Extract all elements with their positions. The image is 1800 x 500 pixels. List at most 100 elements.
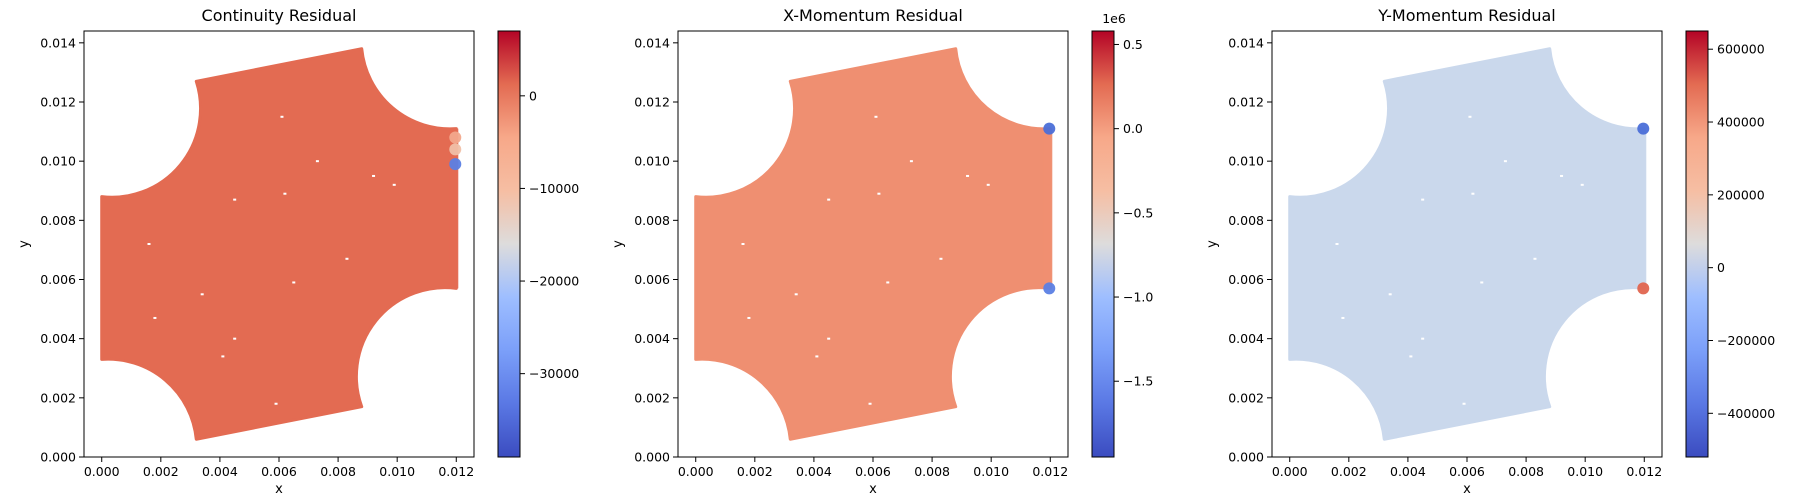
gap-3 [200,293,204,296]
y-tick-label: 0.014 [40,35,76,50]
gap-14 [1533,257,1537,260]
colorbar-frame [1685,30,1709,458]
gap-1 [741,243,745,245]
colorbar-gradient [1686,31,1708,457]
gap-7 [1560,174,1564,177]
x-tick-label: 0.002 [143,464,179,479]
residual-point-1 [1043,122,1056,135]
x-tick-label: 0.012 [1032,464,1068,479]
y-tick-label: 0.004 [40,331,76,346]
y-tick-label: 0.012 [1228,95,1264,110]
plot-area-3 [1288,47,1650,441]
gap-13 [874,115,878,118]
x-tick-label: 0.004 [202,464,238,479]
y-axis-label: y [17,240,32,248]
gap-6 [909,160,913,163]
chart-title: Y-Momentum Residual [1377,6,1555,25]
gap-3 [1388,293,1392,296]
x-tick-label: 0.006 [855,464,891,479]
gap-1 [1335,243,1339,245]
gap-11 [1462,402,1466,405]
x-axis-label: x [869,482,877,497]
residual-point-3 [449,131,462,144]
y-tick-label: 0.008 [634,213,670,228]
gap-10 [1421,337,1425,340]
gap-6 [315,160,319,163]
y-tick-label: 0.014 [1228,35,1264,50]
gap-6 [1503,160,1507,163]
x-tick-label: 0.010 [973,464,1009,479]
gap-5 [877,192,881,195]
gap-15 [221,355,225,358]
x-tick-label: 0.002 [1331,464,1367,479]
x-tick-label: 0.012 [1626,464,1662,479]
y-tick-label: 0.010 [40,154,76,169]
x-tick-label: 0.000 [84,464,120,479]
colorbar-tick-label: −1.5 [1123,374,1153,389]
colorbar-frame [497,30,521,458]
subplot-1: 0.000 0.002 0.004 0.006 0.008 0.010 0.012 0.000… [17,6,579,497]
y-tick-label: 0.002 [1228,390,1264,405]
x-tick-label: 0.002 [737,464,773,479]
colorbar-tick-label: −20000 [529,274,579,289]
y-tick-label: 0.012 [40,95,76,110]
gap-15 [815,355,819,358]
x-tick-label: 0.004 [1390,464,1426,479]
y-axis-label: y [1205,240,1220,248]
subplot-2: 0.000 0.002 0.004 0.006 0.008 0.010 0.012 0.000… [611,6,1153,497]
y-tick-label: 0.000 [634,450,670,465]
x-tick-label: 0.000 [1272,464,1308,479]
y-tick-label: 0.004 [634,331,670,346]
colorbar-tick-label: 0.0 [1123,121,1143,136]
residual-point-1 [1637,122,1650,135]
residual-point-2 [1637,282,1650,295]
colorbar-tick-label: 600000 [1717,42,1765,57]
gap-7 [372,174,376,177]
y-tick-label: 0.006 [40,272,76,287]
residual-point-2 [1043,282,1056,295]
gap-5 [283,192,287,195]
x-tick-label: 0.008 [1508,464,1544,479]
colorbar-2: 0.5 0.0 −0.5 −1.0 −1.5 1e6 [1091,11,1153,458]
colorbar-tick-label: −0.5 [1123,205,1153,220]
colorbar-gradient [498,31,520,457]
gap-4 [1421,198,1425,201]
x-tick-label: 0.012 [438,464,474,479]
gap-2 [1341,316,1345,319]
y-tick-label: 0.012 [634,95,670,110]
y-tick-label: 0.000 [1228,450,1264,465]
chart-title: Continuity Residual [202,6,357,25]
colorbar-tick-label: 200000 [1717,187,1765,202]
y-tick-label: 0.004 [1228,331,1264,346]
y-tick-label: 0.008 [40,213,76,228]
y-axis-label: y [611,240,626,248]
colorbar-tick-label: 0.5 [1123,37,1143,52]
y-tick-label: 0.008 [1228,213,1264,228]
y-tick-label: 0.006 [1228,272,1264,287]
gap-15 [1409,355,1413,358]
colorbar-tick-label: 400000 [1717,115,1765,130]
gap-12 [1368,109,1371,112]
gap-8 [1580,183,1584,186]
residual-point-1 [449,158,462,171]
gap-3 [794,293,798,296]
gap-4 [233,198,237,201]
gap-1 [147,243,151,245]
colorbar-gradient [1092,31,1114,457]
gap-8 [986,183,990,186]
x-axis-label: x [1463,482,1471,497]
gap-8 [392,183,396,186]
plot-area-2 [694,47,1056,441]
y-tick-label: 0.010 [1228,154,1264,169]
x-tick-label: 0.008 [320,464,356,479]
gap-2 [747,316,751,319]
gap-9 [886,281,890,284]
gap-11 [868,402,872,405]
gap-9 [1480,281,1484,284]
x-tick-label: 0.004 [796,464,832,479]
colorbar-tick-label: −400000 [1717,406,1775,421]
gap-14 [345,257,349,260]
colorbar-3: 600000 400000 200000 0 −200000 −400000 [1685,30,1775,458]
residual-field [1288,47,1646,441]
